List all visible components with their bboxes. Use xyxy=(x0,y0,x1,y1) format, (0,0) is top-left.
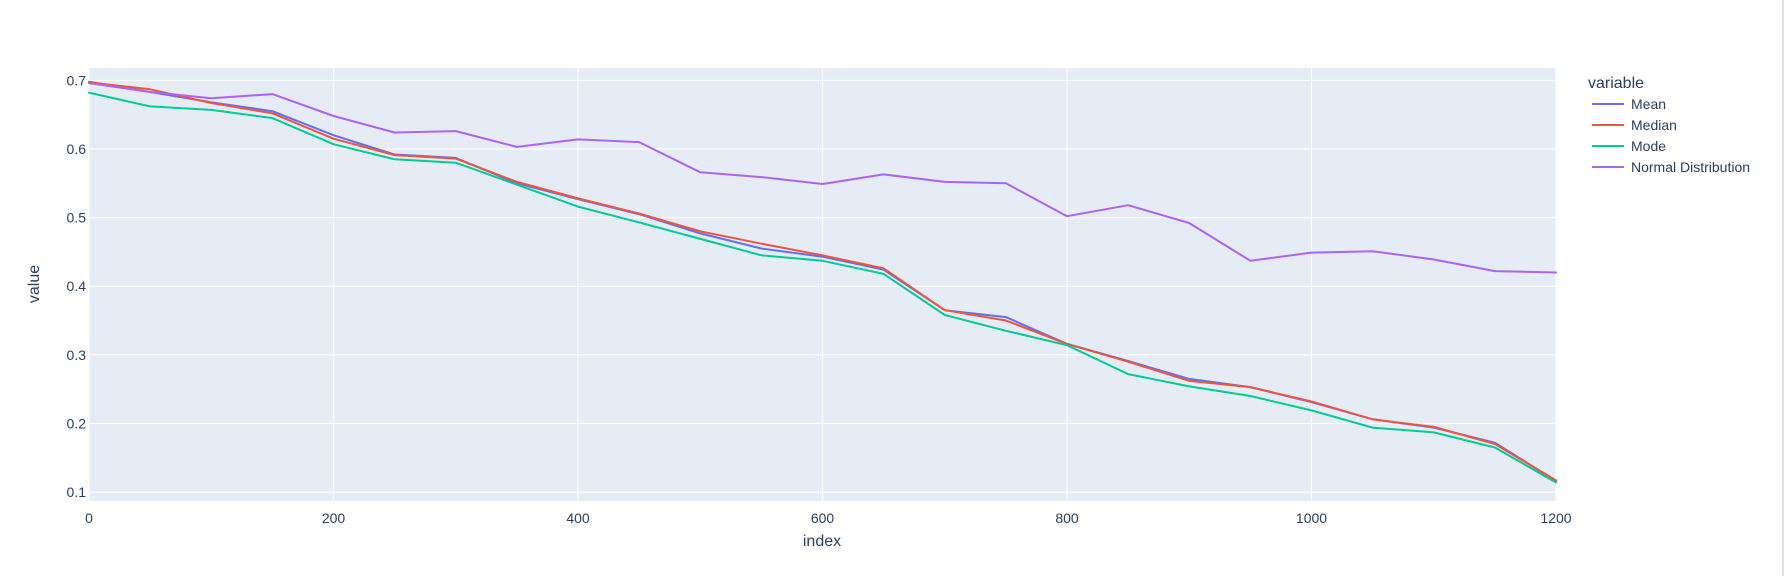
series-line-median xyxy=(88,81,1557,482)
legend: variable Mean Median Mode Normal Distributi… xyxy=(1588,75,1750,175)
x-tick-label: 400 xyxy=(566,510,590,526)
x-tick-label: 1200 xyxy=(1540,510,1571,526)
legend-label: Mean xyxy=(1631,96,1666,112)
y-tick-label: 0.5 xyxy=(67,210,87,226)
legend-item-mean[interactable]: Mean xyxy=(1592,96,1666,112)
y-tick-label: 0.7 xyxy=(67,72,87,88)
series-lines xyxy=(88,80,1557,484)
series-line-normal-distribution xyxy=(88,82,1557,274)
x-tick-label: 800 xyxy=(1055,510,1079,526)
legend-label: Median xyxy=(1631,117,1677,133)
y-tick-label: 0.4 xyxy=(67,278,87,294)
series-line-mode xyxy=(88,91,1557,484)
y-axis-title: value xyxy=(26,265,43,303)
legend-item-normal-distribution[interactable]: Normal Distribution xyxy=(1592,159,1750,175)
legend-label: Normal Distribution xyxy=(1631,159,1750,175)
y-tick-label: 0.2 xyxy=(67,415,87,431)
legend-title: variable xyxy=(1588,75,1644,92)
x-tick-label: 0 xyxy=(85,510,93,526)
legend-items: Mean Median Mode Normal Distribution xyxy=(1592,96,1750,175)
x-axis-title: index xyxy=(803,533,841,550)
y-tick-label: 0.3 xyxy=(67,347,87,363)
y-tick-label: 0.1 xyxy=(67,484,87,500)
legend-label: Mode xyxy=(1631,138,1666,154)
page-edge-divider xyxy=(1782,0,1784,576)
x-tick-label: 1000 xyxy=(1296,510,1327,526)
legend-item-median[interactable]: Median xyxy=(1592,117,1677,133)
axis-ticks: 0 200 400 600 800 1000 1200 0.1 0.2 0.3 0.4 0.5 0.6 0… xyxy=(67,72,1572,526)
x-tick-label: 200 xyxy=(322,510,346,526)
y-tick-label: 0.6 xyxy=(67,141,87,157)
x-tick-label: 600 xyxy=(811,510,835,526)
legend-item-mode[interactable]: Mode xyxy=(1592,138,1666,154)
